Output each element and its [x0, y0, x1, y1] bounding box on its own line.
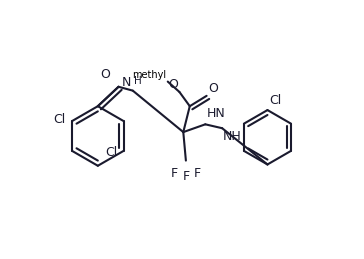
Text: NH: NH [223, 130, 242, 142]
Text: O: O [168, 78, 178, 91]
Text: Cl: Cl [53, 113, 66, 126]
Text: F: F [182, 170, 189, 183]
Text: O: O [101, 68, 111, 81]
Text: HN: HN [207, 107, 225, 120]
Text: N: N [122, 76, 131, 89]
Text: Cl: Cl [105, 146, 117, 159]
Text: O: O [209, 82, 218, 95]
Text: methyl: methyl [132, 70, 166, 80]
Text: F: F [194, 167, 201, 180]
Text: H: H [134, 76, 142, 86]
Text: F: F [171, 167, 178, 180]
Text: Cl: Cl [269, 95, 281, 107]
